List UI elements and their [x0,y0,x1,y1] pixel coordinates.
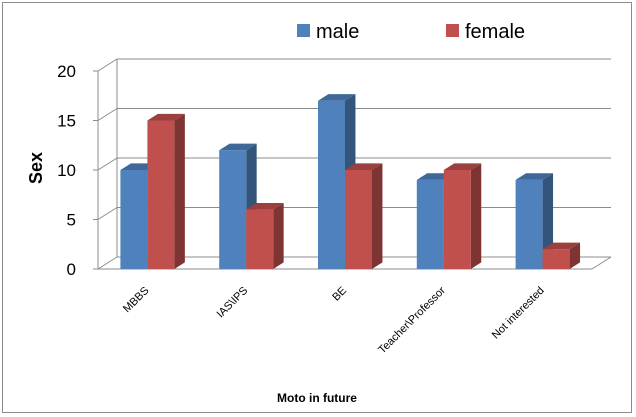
y-tick-label: 20 [57,62,76,81]
bar-front [120,170,148,269]
bar-side [372,163,383,269]
y-tick-label: 15 [57,112,76,131]
legend: male female [297,21,525,43]
bar-side [470,163,482,269]
x-tick-label: BE [330,285,349,304]
x-axis-label: Moto in future [277,391,357,405]
y-tick-label: 0 [67,260,76,279]
y-tick-label: 5 [67,211,76,230]
bar-side [273,203,284,269]
bar-top [542,242,581,250]
bar-front [219,150,247,269]
gridline-diag [97,207,118,220]
x-tick-label: MBBS [121,285,152,316]
bar-female [246,203,284,269]
bar-side [174,113,185,270]
x-tick-label: Teacher\Professor [376,284,448,356]
gridline-diag [97,108,118,121]
bar-front [318,100,345,269]
bar-front [416,179,444,269]
bar-front [443,170,471,269]
bar-top [219,143,257,151]
gridline-diag [97,58,118,72]
bar-top [443,163,482,170]
bar-side [569,242,581,269]
bar-top [345,163,383,170]
bar-top [147,113,185,121]
y-tick-label: 10 [57,161,76,180]
x-tick-label: IAS\IPS [215,285,251,321]
bar-front [515,179,543,269]
legend-swatch [446,24,459,37]
bar-top [246,203,284,210]
grid-lines [97,58,612,270]
legend-item-female: female [446,21,525,43]
bar-top [515,173,554,180]
legend-item-male: male [297,21,359,43]
bar-female [345,163,383,269]
bar-female [147,113,185,270]
x-axis-ticks: MBBS IAS\IPS BE Teacher\Professor Not intere… [121,284,547,356]
x-tick-label: Not interested [490,285,547,342]
gridline-diag [97,256,118,270]
floor-edge-right [591,256,612,270]
bar-male [219,143,257,269]
bar-front [147,120,175,269]
legend-label: male [316,21,359,43]
bar-male [318,94,356,269]
bar-front [542,249,570,269]
y-axis-label: Sex [26,152,46,184]
bar-front [246,209,274,269]
bar-female [542,242,581,269]
legend-label: female [465,21,525,43]
gridline-diag [97,157,118,171]
legend-swatch [297,24,310,37]
bars [120,94,581,270]
bar-female [443,163,482,269]
y-axis-ticks: 0 5 10 15 20 [57,62,98,279]
bar-front [345,170,372,269]
bar-top [318,94,356,101]
